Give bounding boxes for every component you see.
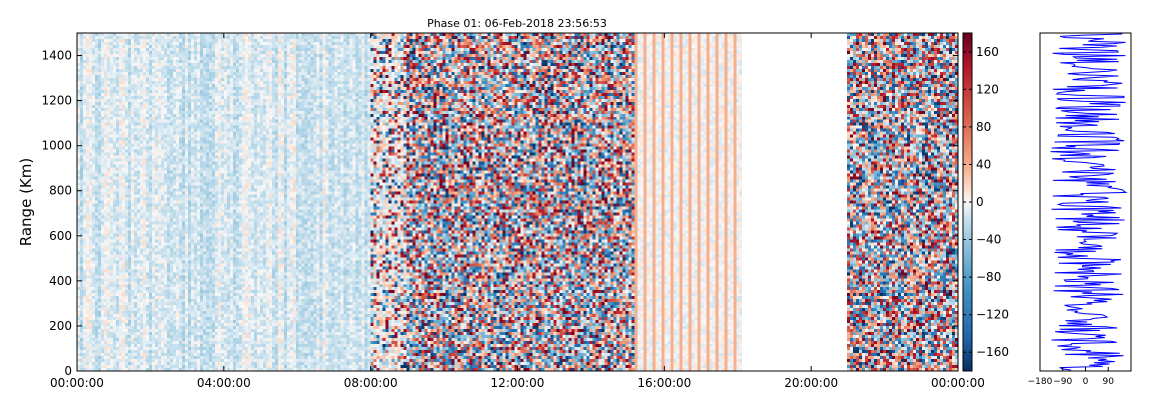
y-tick-label: 0	[64, 364, 72, 378]
profile-x-axis: −180 −90 0 90	[1028, 367, 1115, 387]
y-tick-label: 1400	[41, 49, 72, 63]
x-tick-label: 04:00:00	[197, 376, 251, 390]
y-tick-label: 800	[49, 184, 72, 198]
y-tick-label: 400	[49, 274, 72, 288]
colorbar-tick-label: 0	[976, 195, 984, 209]
x-tick-label: 00:00:00	[50, 376, 104, 390]
colorbar-tick-label: 120	[976, 82, 999, 96]
profile-x-tick-label: 0	[1083, 377, 1089, 387]
heatmap	[77, 33, 958, 371]
x-axis: 00:00:00 04:00:00 08:00:00 12:00:00 16:00:00…	[50, 33, 985, 390]
x-tick-label: 20:00:00	[784, 376, 838, 390]
y-axis: 0 200 400 600 800 1000 1200 1400	[41, 49, 958, 378]
x-tick-label: 12:00:00	[491, 376, 545, 390]
colorbar-tick-label: −120	[976, 308, 1009, 322]
x-tick-label: 00:00:00	[931, 376, 985, 390]
profile-x-tick-label: −90	[1053, 377, 1072, 387]
profile-x-tick-label: −180	[1028, 377, 1053, 387]
profile-x-tick-label: 90	[1103, 377, 1115, 387]
colorbar-tick-label: −40	[976, 233, 1001, 247]
colorbar-tick-label: −160	[976, 345, 1009, 359]
x-tick-label: 08:00:00	[344, 376, 398, 390]
y-tick-label: 200	[49, 319, 72, 333]
profile-line	[1050, 33, 1128, 371]
colorbar-tick-label: 80	[976, 120, 991, 134]
y-tick-label: 600	[49, 229, 72, 243]
y-tick-label: 1200	[41, 94, 72, 108]
chart-title: Phase 01: 06-Feb-2018 23:56:53	[427, 17, 607, 30]
y-axis-label: Range (Km)	[17, 158, 35, 246]
colorbar-tick-label: −80	[976, 270, 1001, 284]
x-tick-label: 16:00:00	[637, 376, 691, 390]
colorbar-tick-label: 160	[976, 45, 999, 59]
y-tick-label: 1000	[41, 139, 72, 153]
colorbar-tick-label: 40	[976, 157, 991, 171]
colorbar-ticks: 160 120 80 40 0 −40 −80 −120 −160	[963, 45, 1009, 359]
heatmap-cells	[77, 33, 958, 371]
